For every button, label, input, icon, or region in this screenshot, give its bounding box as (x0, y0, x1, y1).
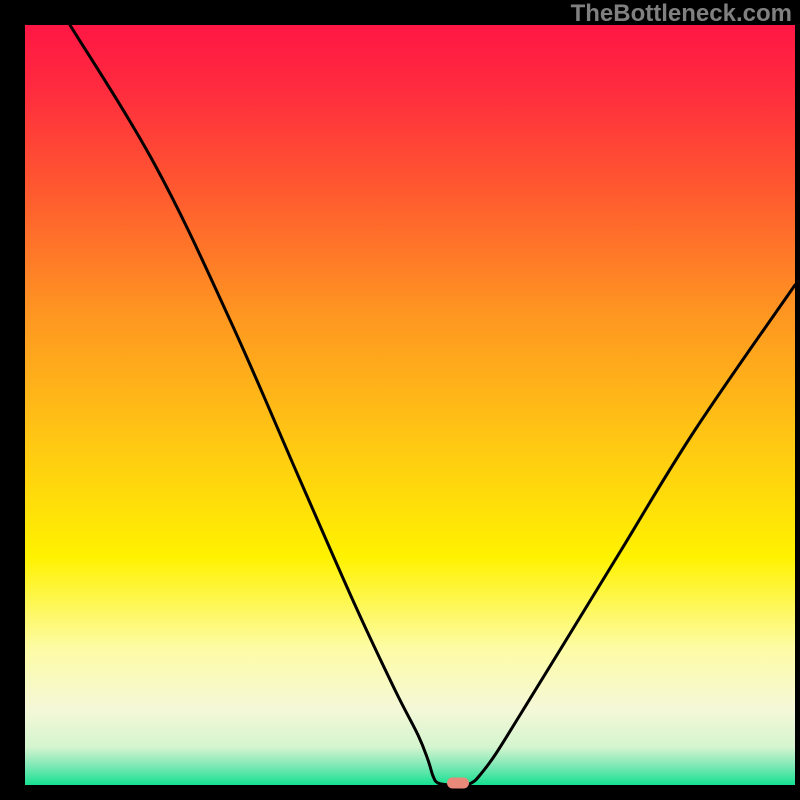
bottleneck-chart: TheBottleneck.com (0, 0, 800, 800)
plot-area (25, 25, 795, 785)
watermark-text: TheBottleneck.com (571, 0, 792, 28)
optimal-point-marker (447, 778, 469, 789)
